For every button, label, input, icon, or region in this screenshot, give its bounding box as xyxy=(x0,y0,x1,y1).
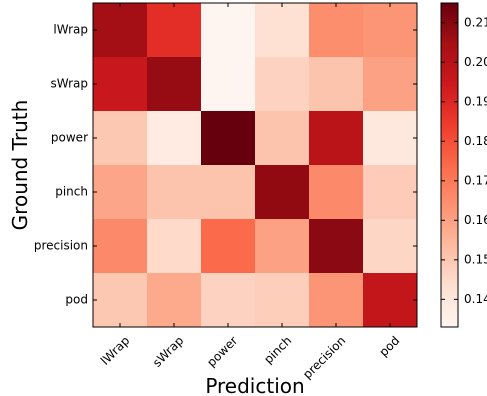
colorbar-tick-label: 0.19 xyxy=(464,94,487,108)
heatmap-cell-sWrap-pinch xyxy=(255,57,310,112)
colorbar-tick-label: 0.20 xyxy=(464,55,487,69)
y-axis: lWrap sWrap power pinch precision pod xyxy=(34,23,417,307)
y-tick-label: lWrap xyxy=(53,23,88,37)
heatmap-cell-pod-sWrap xyxy=(147,273,202,328)
x-axis-title: Prediction xyxy=(205,374,304,396)
heatmap-cell-lWrap-power xyxy=(201,3,256,58)
x-tick-label: sWrap xyxy=(150,333,186,369)
y-tick-label: precision xyxy=(34,239,88,253)
heatmap-cells xyxy=(93,3,418,328)
heatmap-cell-power-sWrap xyxy=(147,111,202,166)
heatmap-cell-precision-pod xyxy=(363,219,418,274)
colorbar-tick-label: 0.14 xyxy=(464,292,487,306)
heatmap-cell-lWrap-pod xyxy=(363,3,418,58)
heatmap-cell-pinch-sWrap xyxy=(147,165,202,220)
colorbar xyxy=(440,2,459,328)
x-tick-label: precision xyxy=(300,333,348,381)
heatmap-cell-precision-sWrap xyxy=(147,219,202,274)
heatmap-cell-sWrap-pod xyxy=(363,57,418,112)
colorbar-tick-label: 0.15 xyxy=(464,252,487,266)
y-tick-label: power xyxy=(51,131,88,145)
heatmap-cell-pod-pod xyxy=(363,273,418,328)
colorbar-tick-label: 0.21 xyxy=(464,15,487,29)
heatmap-cell-precision-precision xyxy=(309,219,364,274)
heatmap-cell-power-lWrap xyxy=(93,111,148,166)
heatmap-cell-precision-power xyxy=(201,219,256,274)
heatmap-cell-power-pinch xyxy=(255,111,310,166)
heatmap-cell-pinch-power xyxy=(201,165,256,220)
heatmap-cell-power-precision xyxy=(309,111,364,166)
colorbar-tick-label: 0.16 xyxy=(464,213,487,227)
colorbar-tick-label: 0.17 xyxy=(464,173,487,187)
heatmap-cell-precision-lWrap xyxy=(93,219,148,274)
x-tick-label: lWrap xyxy=(98,333,132,367)
colorbar-axis: 0.14 0.15 0.16 0.17 0.18 0.19 0.20 0.21 xyxy=(441,15,487,306)
heatmap-cell-lWrap-pinch xyxy=(255,3,310,58)
heatmap-cell-sWrap-sWrap xyxy=(147,57,202,112)
heatmap-cell-pod-precision xyxy=(309,273,364,328)
heatmap-cell-sWrap-precision xyxy=(309,57,364,112)
heatmap-cell-pod-lWrap xyxy=(93,273,148,328)
heatmap-cell-pinch-lWrap xyxy=(93,165,148,220)
heatmap-cell-pod-pinch xyxy=(255,273,310,328)
heatmap-cell-pinch-pinch xyxy=(255,165,310,220)
heatmap-cell-pod-power xyxy=(201,273,256,328)
heatmap-cell-lWrap-precision xyxy=(309,3,364,58)
heatmap-cell-lWrap-sWrap xyxy=(147,3,202,58)
x-tick-label: power xyxy=(204,333,240,369)
heatmap-cell-pinch-pod xyxy=(363,165,418,220)
heatmap-cell-power-pod xyxy=(363,111,418,166)
y-tick-label: sWrap xyxy=(51,77,88,91)
x-tick-label: pinch xyxy=(261,333,294,366)
y-axis-title: Ground Truth xyxy=(8,100,32,231)
y-tick-label: pod xyxy=(65,293,88,307)
x-tick-label: pod xyxy=(376,333,402,359)
heatmap-cell-sWrap-power xyxy=(201,57,256,112)
heatmap-cell-lWrap-lWrap xyxy=(93,3,148,58)
heatmap-cell-precision-pinch xyxy=(255,219,310,274)
heatmap-cell-sWrap-lWrap xyxy=(93,57,148,112)
y-tick-label: pinch xyxy=(55,185,88,199)
colorbar-tick-label: 0.18 xyxy=(464,134,487,148)
plot-frame xyxy=(92,2,418,328)
heatmap-cell-pinch-precision xyxy=(309,165,364,220)
heatmap-cell-power-power xyxy=(201,111,256,166)
